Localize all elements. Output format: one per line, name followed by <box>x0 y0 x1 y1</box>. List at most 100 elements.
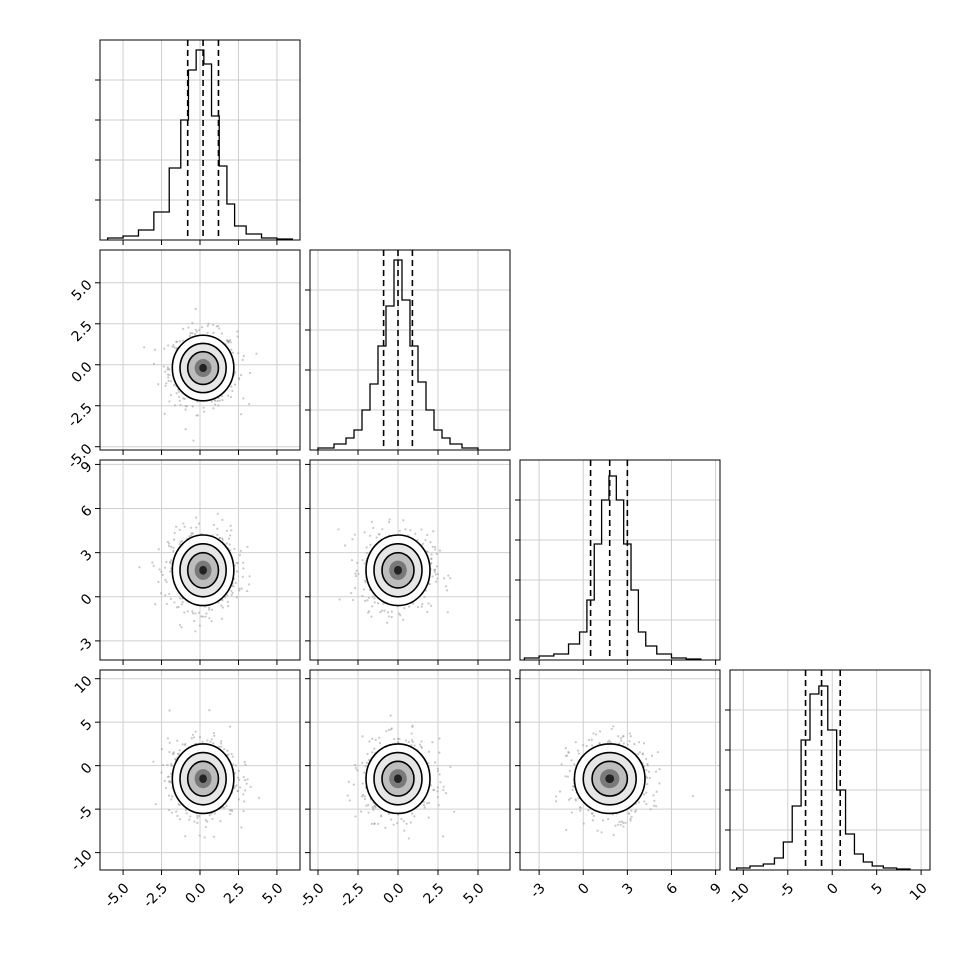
scatter-point <box>204 825 207 829</box>
scatter-point <box>614 824 617 827</box>
y-tick-label: 5 <box>78 717 96 735</box>
scatter-point <box>175 606 179 609</box>
scatter-point <box>445 585 448 588</box>
scatter-point <box>363 795 366 798</box>
scatter-point <box>169 380 173 383</box>
scatter-point <box>240 826 243 829</box>
scatter-point <box>446 589 449 592</box>
scatter-point <box>191 332 194 335</box>
scatter-point <box>191 733 194 736</box>
scatter-point <box>210 608 214 611</box>
scatter-point <box>378 741 382 745</box>
scatter-point <box>403 829 406 832</box>
scatter-point <box>211 817 214 820</box>
scatter-point <box>190 526 193 529</box>
scatter-point <box>404 528 407 531</box>
scatter-point <box>227 753 230 756</box>
scatter-point <box>166 366 169 369</box>
scatter-point <box>378 533 381 536</box>
scatter-point <box>170 798 173 801</box>
scatter-point <box>361 782 364 785</box>
scatter-point <box>184 408 187 411</box>
scatter-point <box>566 775 569 778</box>
scatter-point <box>241 561 245 564</box>
scatter-point <box>209 740 212 743</box>
scatter-point <box>434 548 437 551</box>
scatter-point <box>172 538 176 541</box>
scatter-point <box>169 561 172 564</box>
scatter-point <box>404 739 407 742</box>
scatter-point <box>366 599 369 602</box>
scatter-point <box>431 575 434 578</box>
scatter-point <box>658 782 661 785</box>
scatter-point <box>172 344 175 347</box>
scatter-point <box>179 403 182 407</box>
scatter-point <box>350 592 353 595</box>
scatter-point <box>173 531 176 535</box>
density-contour <box>199 774 207 784</box>
scatter-point <box>152 564 155 567</box>
scatter-point <box>654 770 658 773</box>
scatter-point <box>194 730 197 733</box>
scatter-point <box>225 339 229 342</box>
scatter-point <box>173 404 177 407</box>
scatter-point <box>402 820 405 823</box>
scatter-point <box>229 534 232 537</box>
scatter-point <box>354 587 357 590</box>
scatter-point <box>178 399 181 402</box>
scatter-point <box>432 530 435 533</box>
scatter-point <box>161 763 164 767</box>
scatter-point <box>643 800 646 803</box>
scatter-point <box>157 548 160 551</box>
scatter-point <box>371 605 374 608</box>
scatter-point <box>198 814 201 818</box>
density-contour <box>605 774 615 784</box>
scatter-point <box>627 812 630 815</box>
scatter-point <box>385 730 388 733</box>
scatter-point <box>210 620 213 623</box>
scatter-point <box>237 769 240 772</box>
scatter-point <box>230 589 233 592</box>
scatter-point <box>154 803 157 806</box>
scatter-point <box>377 602 380 605</box>
scatter-point <box>168 709 171 712</box>
scatter-point <box>630 809 633 812</box>
scatter-point <box>229 549 232 552</box>
scatter-point <box>371 595 375 598</box>
scatter-point <box>218 536 222 540</box>
scatter-point <box>238 553 241 557</box>
scatter-point <box>438 773 441 776</box>
scatter-point <box>577 749 580 752</box>
scatter-point <box>198 624 201 627</box>
scatter-point <box>201 740 204 743</box>
scatter-point <box>650 754 654 757</box>
scatter-point <box>212 323 215 327</box>
scatter-point <box>653 799 656 802</box>
scatter-point <box>620 739 623 742</box>
scatter-point <box>191 405 194 408</box>
density-contour <box>394 774 402 784</box>
scatter-point <box>237 776 240 779</box>
scatter-point <box>645 768 648 772</box>
scatter-point <box>225 804 228 808</box>
scatter-point <box>204 615 207 618</box>
scatter-point <box>212 331 215 334</box>
scatter-point <box>413 744 416 747</box>
scatter-point <box>173 346 176 349</box>
scatter-point <box>138 566 141 569</box>
scatter-point <box>178 395 181 398</box>
scatter-point <box>555 800 558 803</box>
scatter-point <box>212 407 215 410</box>
y-tick-label: 10 <box>72 673 96 697</box>
scatter-point <box>386 621 389 624</box>
scatter-point <box>188 818 191 821</box>
scatter-point <box>175 392 178 395</box>
scatter-point <box>356 561 359 564</box>
scatter-point <box>396 737 399 740</box>
scatter-point <box>364 599 367 602</box>
scatter-point <box>656 751 659 754</box>
scatter-point <box>241 575 244 578</box>
scatter-point <box>219 820 222 823</box>
scatter-point <box>257 796 261 799</box>
scatter-point <box>248 371 252 375</box>
